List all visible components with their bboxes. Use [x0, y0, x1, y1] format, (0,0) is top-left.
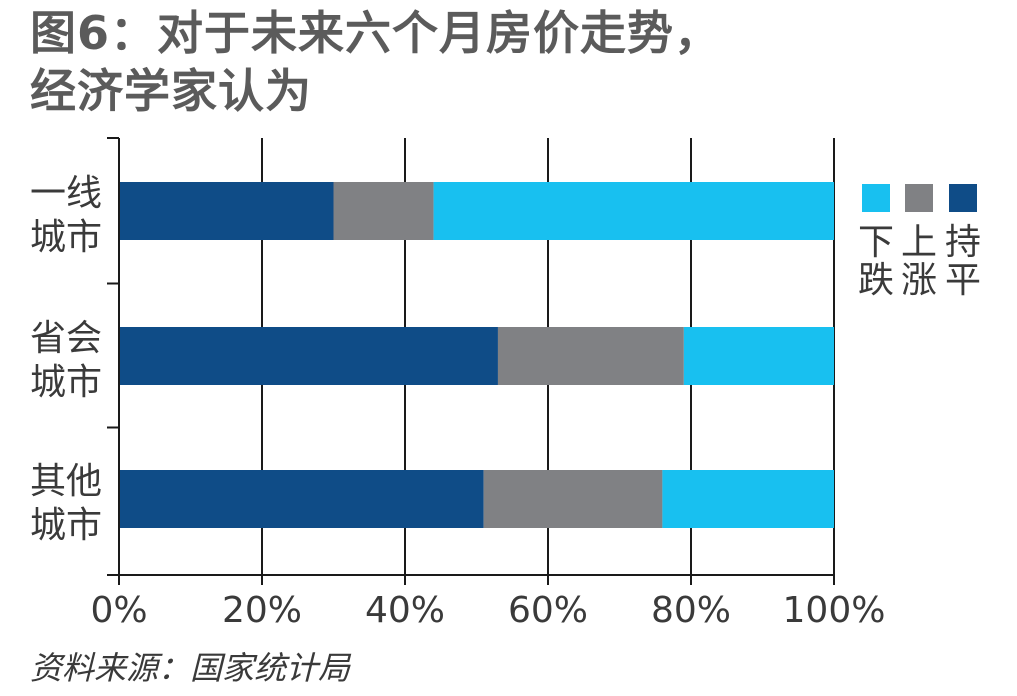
bar-2-series-1 — [119, 327, 498, 385]
chart-title-line-1: 图6：对于未来六个月房价走势， — [30, 6, 722, 60]
category-label-2-line-1: 省会 — [30, 318, 102, 359]
legend-label-1-line-1: 下 — [858, 222, 894, 263]
legend-label-3-line-1: 持 — [945, 222, 981, 263]
category-label-2-line-2: 城市 — [30, 362, 102, 403]
category-label-1-line-2: 城市 — [30, 217, 102, 258]
legend-swatch-2 — [905, 184, 933, 212]
chart-title-line-2: 经济学家认为 — [30, 64, 312, 118]
x-tick-label-80: 80% — [651, 590, 731, 631]
bar-3-series-2 — [483, 470, 663, 528]
bar-2-series-2 — [497, 327, 684, 385]
legend-swatch-3 — [949, 184, 977, 212]
legend-label-3-line-2: 平 — [945, 260, 981, 301]
legend-label-2-line-1: 上 — [901, 222, 937, 263]
legend-label-1-line-2: 跌 — [858, 260, 894, 301]
bar-2-series-3 — [683, 327, 834, 385]
category-label-3-line-2: 城市 — [30, 505, 102, 546]
source-note: 资料来源：国家统计局 — [30, 649, 351, 687]
category-label-3-line-1: 其他 — [30, 461, 102, 502]
x-tick-label-20: 20% — [222, 590, 302, 631]
bar-1-series-2 — [333, 182, 434, 240]
bars-layer — [119, 182, 834, 528]
x-tick-label-0: 0% — [90, 590, 147, 631]
x-tick-label-40: 40% — [365, 590, 445, 631]
bar-1-series-3 — [433, 182, 834, 240]
bar-3-series-3 — [662, 470, 834, 528]
chart-title: 图6：对于未来六个月房价走势， 经济学家认为 — [30, 4, 721, 120]
bar-3-series-1 — [119, 470, 484, 528]
category-label-1-line-1: 一线 — [30, 173, 102, 214]
legend-swatch-1 — [862, 184, 890, 212]
legend-label-2-line-2: 涨 — [901, 260, 937, 301]
x-tick-label-60: 60% — [508, 590, 588, 631]
x-tick-label-100: 100% — [783, 590, 886, 631]
bar-1-series-1 — [119, 182, 334, 240]
